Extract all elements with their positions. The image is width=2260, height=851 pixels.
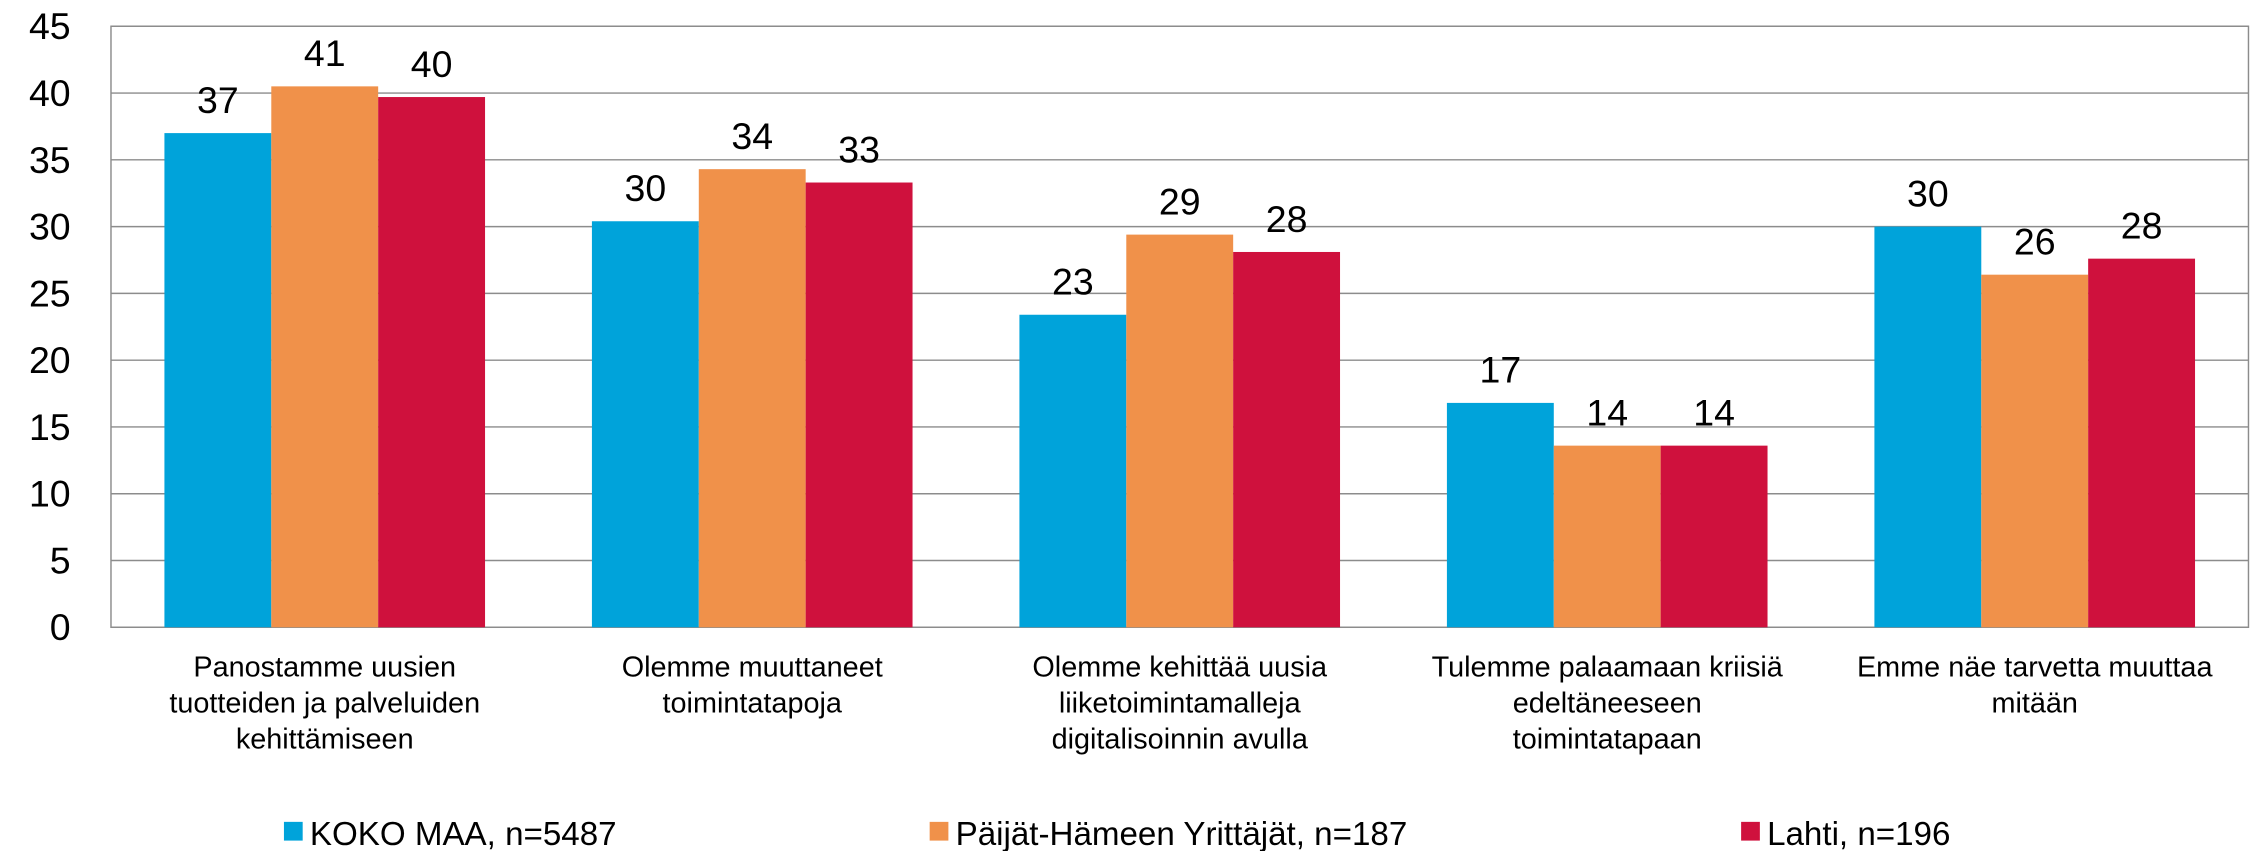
y-tick-label: 35 <box>29 139 71 181</box>
data-label: 29 <box>1159 180 1201 222</box>
bar <box>378 97 486 628</box>
x-tick-label-line: Emme näe tarvetta muuttaa <box>1857 651 2214 683</box>
data-label: 14 <box>1586 391 1628 433</box>
data-label: 34 <box>731 115 773 157</box>
bar <box>1660 445 1768 628</box>
x-tick-label-line: Olemme muuttaneet <box>622 651 883 683</box>
x-tick-label-line: tuotteiden ja palveluiden <box>169 687 480 719</box>
data-label: 26 <box>2014 221 2056 263</box>
y-tick-label: 15 <box>29 406 71 448</box>
bar <box>1446 402 1554 628</box>
x-tick-label-line: Olemme kehittää uusia <box>1032 651 1328 683</box>
bar <box>1981 274 2089 628</box>
x-tick-label: Tulemme palaamaan kriisiä edeltäneeseen to… <box>1432 651 1784 755</box>
data-label: 41 <box>304 32 346 74</box>
x-tick-label-line: kehittämiseen <box>236 723 414 755</box>
bar <box>805 182 913 628</box>
bar <box>1553 445 1661 628</box>
x-tick-label-line: Tulemme palaamaan kriisiä <box>1432 651 1784 683</box>
data-label: 30 <box>1907 172 1949 214</box>
data-label: 28 <box>2121 204 2163 246</box>
legend-label: Päijät-Hämeen Yrittäjät, n=187 <box>956 816 1408 851</box>
x-tick-label-line: edeltäneeseen <box>1513 687 1702 719</box>
bar <box>271 86 379 628</box>
legend-swatch <box>283 821 303 841</box>
x-tick-label: Olemme muuttaneet toimintatapoja <box>622 651 883 719</box>
legend-swatch <box>929 821 949 841</box>
x-tick-label-line: Panostamme uusien <box>193 651 456 683</box>
y-tick-label: 0 <box>50 606 71 648</box>
data-label: 40 <box>411 43 453 85</box>
x-tick-label-line: mitään <box>1991 687 2077 719</box>
bar <box>1019 314 1127 628</box>
data-label: 37 <box>197 79 239 121</box>
data-label: 28 <box>1266 198 1308 240</box>
y-tick-label: 10 <box>29 473 71 515</box>
y-tick-label: 25 <box>29 272 71 314</box>
data-label: 30 <box>625 167 667 209</box>
y-tick-label: 5 <box>50 539 71 581</box>
x-tick-label: Emme näe tarvetta muuttaa mitään <box>1857 651 2214 719</box>
data-label: 33 <box>838 128 880 170</box>
bar <box>591 221 699 628</box>
x-tick-label-line: liiketoimintamalleja <box>1059 687 1302 719</box>
data-label: 14 <box>1693 391 1735 433</box>
legend-label: KOKO MAA, n=5487 <box>310 816 617 851</box>
y-tick-label: 45 <box>29 5 71 47</box>
data-label: 23 <box>1052 261 1094 303</box>
x-tick-label: Panostamme uusien tuotteiden ja palveluid… <box>169 651 480 755</box>
bar <box>2088 258 2196 628</box>
legend-swatch <box>1741 821 1760 841</box>
legend-label: Lahti, n=196 <box>1767 816 1950 851</box>
bar <box>164 133 272 628</box>
x-tick-label-line: digitalisoinnin avulla <box>1052 723 1309 755</box>
bar <box>1126 234 1234 628</box>
x-tick-label: Olemme kehittää uusia liiketoimintamallej… <box>1032 651 1328 755</box>
y-tick-label: 40 <box>29 72 71 114</box>
x-tick-label-line: toimintatapaan <box>1513 723 1702 755</box>
bar <box>1233 251 1341 628</box>
y-tick-label: 20 <box>29 339 71 381</box>
data-label: 17 <box>1480 349 1522 391</box>
bar <box>698 169 806 628</box>
y-tick-label: 30 <box>29 206 71 248</box>
bar <box>1874 226 1982 628</box>
x-tick-label-line: toimintatapoja <box>663 687 843 719</box>
